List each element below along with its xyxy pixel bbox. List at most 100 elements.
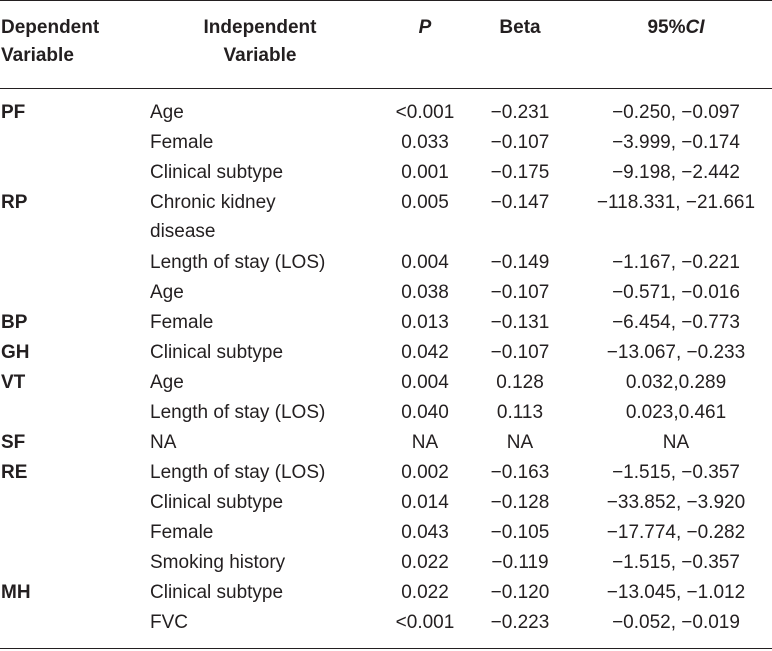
ci-cell: −9.198, −2.442 xyxy=(612,162,740,183)
dependent-variable-cell: VT xyxy=(1,372,26,393)
table-row: GH Clinical subtype 0.042 −0.107 −13.067, −0… xyxy=(0,338,772,368)
table-row: Clinical subtype 0.001 −0.175 −9.198, −2.44… xyxy=(0,158,772,188)
header-dependent-line1: Dependent xyxy=(1,17,100,38)
p-value-cell: 0.005 xyxy=(401,192,449,213)
beta-cell: −0.119 xyxy=(491,552,549,573)
header-independent-line1: Independent xyxy=(203,17,317,38)
table-row: Female 0.033 −0.107 −3.999, −0.174 xyxy=(0,128,772,158)
independent-variable-cell: Length of stay (LOS) xyxy=(150,252,326,273)
independent-variable-line2: disease xyxy=(150,221,216,242)
p-value-cell: 0.022 xyxy=(401,582,449,603)
p-value-cell: 0.013 xyxy=(401,312,449,333)
p-value-cell: 0.002 xyxy=(401,462,449,483)
header-p: P xyxy=(418,17,432,38)
p-value-cell: 0.004 xyxy=(401,372,449,393)
dependent-variable-cell: PF xyxy=(1,102,26,123)
header-dependent-line2: Variable xyxy=(1,45,74,66)
bottom-rule xyxy=(0,648,772,649)
p-value-cell: <0.001 xyxy=(395,612,455,633)
independent-variable-cell: Clinical subtype xyxy=(150,492,284,513)
beta-cell: −0.131 xyxy=(490,312,550,333)
independent-variable-cell: NA xyxy=(150,432,177,453)
independent-variable-line1: Chronic kidney xyxy=(150,192,276,213)
table-row: Age 0.038 −0.107 −0.571, −0.016 xyxy=(0,278,772,308)
independent-variable-cell: Length of stay (LOS) xyxy=(150,402,326,423)
ci-cell: −0.571, −0.016 xyxy=(612,282,740,303)
p-value-cell: 0.042 xyxy=(401,342,449,363)
ci-cell: −13.067, −0.233 xyxy=(606,342,746,363)
p-value-cell: 0.038 xyxy=(401,282,449,303)
independent-variable-cell: Length of stay (LOS) xyxy=(150,462,326,483)
dependent-variable-cell: GH xyxy=(1,342,30,363)
header-independent-variable: Independent Variable xyxy=(150,14,370,70)
independent-variable-cell: Age xyxy=(150,282,184,303)
p-value-cell: 0.014 xyxy=(401,492,449,513)
p-value-cell: 0.004 xyxy=(401,252,449,273)
ci-cell: −17.774, −0.282 xyxy=(606,522,746,543)
p-value-cell: 0.022 xyxy=(401,552,449,573)
header-beta: Beta xyxy=(499,17,541,38)
dependent-variable-cell: RE xyxy=(1,462,28,483)
independent-variable-cell: Clinical subtype xyxy=(150,342,284,363)
ci-cell: 0.023,0.461 xyxy=(625,402,727,423)
beta-cell: −0.149 xyxy=(490,252,550,273)
ci-cell: −1.167, −0.221 xyxy=(612,252,740,273)
beta-cell: −0.231 xyxy=(490,102,550,123)
ci-cell: NA xyxy=(662,432,690,453)
beta-cell: NA xyxy=(506,432,534,453)
p-value-cell: 0.033 xyxy=(401,132,449,153)
p-value-cell: 0.001 xyxy=(401,162,449,183)
dependent-variable-cell: SF xyxy=(1,432,26,453)
ci-cell: −33.852, −3.920 xyxy=(606,492,746,513)
beta-cell: 0.128 xyxy=(496,372,544,393)
beta-cell: −0.128 xyxy=(490,492,550,513)
p-value-cell: <0.001 xyxy=(395,102,455,123)
header-ci-italic: CI xyxy=(685,17,705,38)
ci-cell: −0.052, −0.019 xyxy=(612,612,740,633)
table-row: VT Age 0.004 0.128 0.032,0.289 xyxy=(0,368,772,398)
table-row: RP Chronic kidney disease 0.005 −0.147 −118.3… xyxy=(0,188,772,242)
table-row: PF Age <0.001 −0.231 −0.250, −0.097 xyxy=(0,98,772,128)
p-value-cell: NA xyxy=(411,432,439,453)
beta-cell: −0.163 xyxy=(490,462,550,483)
beta-cell: −0.107 xyxy=(490,132,550,153)
independent-variable-cell: Female xyxy=(150,312,214,333)
beta-cell: −0.107 xyxy=(490,282,550,303)
table-row: Length of stay (LOS) 0.004 −0.149 −1.167, −… xyxy=(0,248,772,278)
beta-cell: −0.147 xyxy=(490,192,550,213)
header-dependent-variable: Dependent Variable xyxy=(1,14,131,70)
dependent-variable-cell: BP xyxy=(1,312,28,333)
table-row: FVC <0.001 −0.223 −0.052, −0.019 xyxy=(0,608,772,638)
independent-variable-cell: FVC xyxy=(150,612,188,633)
ci-cell: 0.032,0.289 xyxy=(625,372,727,393)
header-ci: 95%CI xyxy=(580,14,772,42)
p-value-cell: 0.043 xyxy=(401,522,449,543)
ci-cell: −13.045, −1.012 xyxy=(606,582,746,603)
header-ci-prefix: 95% xyxy=(647,17,686,38)
dependent-variable-cell: MH xyxy=(1,582,31,603)
independent-variable-cell: Clinical subtype xyxy=(150,162,284,183)
ci-cell: −6.454, −0.773 xyxy=(612,312,740,333)
independent-variable-cell: Female xyxy=(150,132,214,153)
ci-cell: −0.250, −0.097 xyxy=(612,102,740,123)
beta-cell: −0.105 xyxy=(490,522,550,543)
top-rule xyxy=(0,0,772,1)
beta-cell: −0.107 xyxy=(490,342,550,363)
ci-cell: −1.515, −0.357 xyxy=(612,552,740,573)
table-row: Female 0.043 −0.105 −17.774, −0.282 xyxy=(0,518,772,548)
p-value-cell: 0.040 xyxy=(401,402,449,423)
table-row: MH Clinical subtype 0.022 −0.120 −13.045, −1… xyxy=(0,578,772,608)
independent-variable-cell: Chronic kidney disease xyxy=(150,188,350,246)
independent-variable-cell: Smoking history xyxy=(150,552,286,573)
table-row: Length of stay (LOS) 0.040 0.113 0.023,0.46… xyxy=(0,398,772,428)
independent-variable-cell: Age xyxy=(150,372,184,393)
ci-cell: −118.331, −21.661 xyxy=(596,192,756,213)
ci-cell: −1.515, −0.357 xyxy=(612,462,740,483)
header-rule xyxy=(0,88,772,89)
ci-cell: −3.999, −0.174 xyxy=(612,132,740,153)
beta-cell: −0.175 xyxy=(490,162,550,183)
independent-variable-cell: Age xyxy=(150,102,184,123)
beta-cell: 0.113 xyxy=(496,402,544,423)
table-row: SF NA NA NA NA xyxy=(0,428,772,458)
